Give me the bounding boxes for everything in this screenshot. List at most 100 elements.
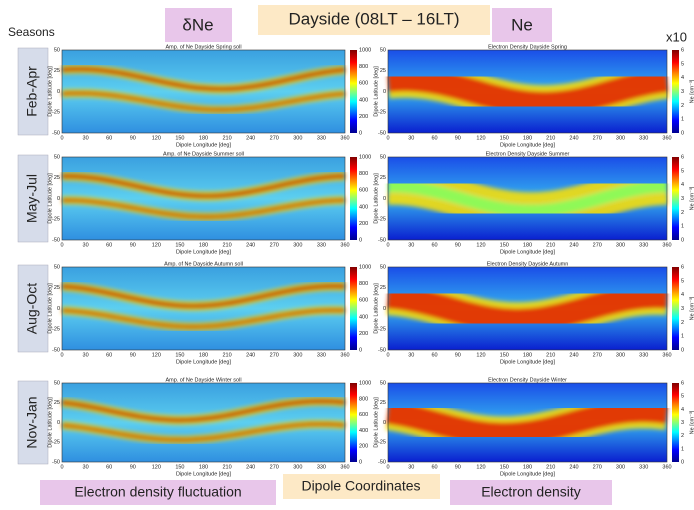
- x-tick-label: 240: [246, 242, 255, 248]
- x-tick-label: 0: [60, 135, 63, 141]
- x-tick-label: 30: [83, 242, 89, 248]
- colorbar-tick-label: 0: [359, 237, 362, 243]
- x-tick-label: 360: [662, 135, 671, 141]
- panel-title: Amp. of Ne Dayside Winter soll: [165, 377, 241, 383]
- colorbar-tick-label: 4: [681, 407, 684, 413]
- colorbar-tick-label: 400: [359, 314, 368, 320]
- panel-title: Electron Density Dayside Summer: [486, 151, 570, 157]
- colorbar-tick-label: 5: [681, 278, 684, 284]
- x-tick-label: 270: [270, 135, 279, 141]
- x-tick-label: 180: [523, 464, 532, 470]
- x-tick-label: 90: [130, 242, 136, 248]
- x-tick-label: 270: [270, 242, 279, 248]
- x-tick-label: 30: [408, 464, 414, 470]
- colorbar-tick-label: 2: [681, 210, 684, 216]
- x-tick-label: 270: [593, 135, 602, 141]
- colorbar-tick-label: 200: [359, 444, 368, 450]
- x-tick-label: 180: [199, 135, 208, 141]
- x-tick-label: 240: [246, 135, 255, 141]
- colorbar-tick-label: 1000: [359, 264, 371, 270]
- x-tick-label: 240: [569, 464, 578, 470]
- center-title: Dayside (08LT – 16LT): [288, 9, 459, 28]
- x-tick-label: 360: [340, 464, 349, 470]
- colorbar-tick-label: 400: [359, 97, 368, 103]
- x-tick-label: 150: [175, 352, 184, 358]
- x-tick-label: 90: [130, 135, 136, 141]
- y-axis-label: Dipole Latitude [deg]: [47, 283, 53, 334]
- x-tick-label: 0: [386, 352, 389, 358]
- x-tick-label: 150: [175, 464, 184, 470]
- seasons-label: Seasons: [8, 25, 55, 39]
- x-tick-label: 60: [106, 135, 112, 141]
- y-tick-label: 50: [54, 380, 60, 386]
- x-tick-label: 270: [593, 464, 602, 470]
- colorbar-tick-label: 200: [359, 114, 368, 120]
- colorbar-tick-label: 0: [359, 347, 362, 353]
- y-tick-label: 25: [380, 68, 386, 74]
- x-tick-label: 120: [152, 242, 161, 248]
- colorbar: [672, 267, 679, 350]
- x-tick-label: 0: [60, 464, 63, 470]
- x-tick-label: 210: [222, 242, 231, 248]
- y-tick-label: 50: [380, 154, 386, 160]
- y-axis-label: Dipole Latitude [deg]: [373, 66, 379, 117]
- x-axis-label: Dipole Longitude [deg]: [500, 142, 556, 148]
- y-tick-label: 50: [54, 154, 60, 160]
- colorbar-tick-label: 0: [359, 130, 362, 136]
- y-tick-label: 25: [54, 285, 60, 291]
- colorbar-tick-label: 200: [359, 331, 368, 337]
- colorbar: [672, 50, 679, 133]
- colorbar-tick-label: 800: [359, 64, 368, 70]
- y-axis-label: Dipole Latitude [deg]: [373, 283, 379, 334]
- colorbar: [350, 383, 357, 462]
- x-tick-label: 210: [546, 242, 555, 248]
- y-axis-label: Dipole Latitude [deg]: [47, 66, 53, 117]
- colorbar-tick-label: 1: [681, 117, 684, 123]
- x-tick-label: 360: [340, 352, 349, 358]
- colorbar-tick-label: 5: [681, 168, 684, 174]
- colorbar-tick-label: 2: [681, 103, 684, 109]
- colorbar: [350, 50, 357, 133]
- colorbar-tick-label: 4: [681, 292, 684, 298]
- x-tick-label: 30: [408, 242, 414, 248]
- colorbar-tick-label: 5: [681, 394, 684, 400]
- footer-center: Dipole Coordinates: [301, 478, 420, 494]
- y-tick-label: 25: [380, 400, 386, 406]
- x-tick-label: 150: [500, 135, 509, 141]
- x-tick-label: 90: [455, 464, 461, 470]
- colorbar-tick-label: 6: [681, 264, 684, 270]
- x-tick-label: 240: [246, 352, 255, 358]
- x-tick-label: 360: [340, 135, 349, 141]
- x-tick-label: 360: [340, 242, 349, 248]
- x-tick-label: 300: [293, 135, 302, 141]
- colorbar-tick-label: 2: [681, 433, 684, 439]
- x-tick-label: 0: [386, 242, 389, 248]
- colorbar-tick-label: 6: [681, 47, 684, 53]
- x-tick-label: 60: [431, 135, 437, 141]
- x-tick-label: 120: [476, 242, 485, 248]
- colorbar-tick-label: 800: [359, 281, 368, 287]
- x-tick-label: 210: [546, 135, 555, 141]
- colorbar-tick-label: 400: [359, 204, 368, 210]
- x-tick-label: 240: [569, 242, 578, 248]
- y-tick-label: 50: [54, 47, 60, 53]
- y-tick-label: -50: [52, 237, 60, 243]
- y-tick-label: 0: [57, 306, 60, 312]
- x-tick-label: 180: [199, 242, 208, 248]
- x-tick-label: 60: [106, 464, 112, 470]
- x-tick-label: 30: [408, 352, 414, 358]
- colorbar-tick-label: 200: [359, 221, 368, 227]
- x-tick-label: 30: [408, 135, 414, 141]
- x-axis-label: Dipole Longitude [deg]: [500, 249, 556, 255]
- panel-title: Electron Density Dayside Spring: [488, 44, 567, 50]
- x-tick-label: 30: [83, 352, 89, 358]
- x-axis-label: Dipole Longitude [deg]: [500, 471, 556, 477]
- left-title: δNe: [182, 15, 213, 34]
- season-label: Feb-Apr: [24, 66, 40, 117]
- x-tick-label: 90: [455, 242, 461, 248]
- x-tick-label: 0: [60, 242, 63, 248]
- colorbar-tick-label: 1000: [359, 154, 371, 160]
- colorbar-tick-label: 5: [681, 61, 684, 67]
- x-tick-label: 240: [569, 135, 578, 141]
- colorbar-tick-label: 0: [359, 459, 362, 465]
